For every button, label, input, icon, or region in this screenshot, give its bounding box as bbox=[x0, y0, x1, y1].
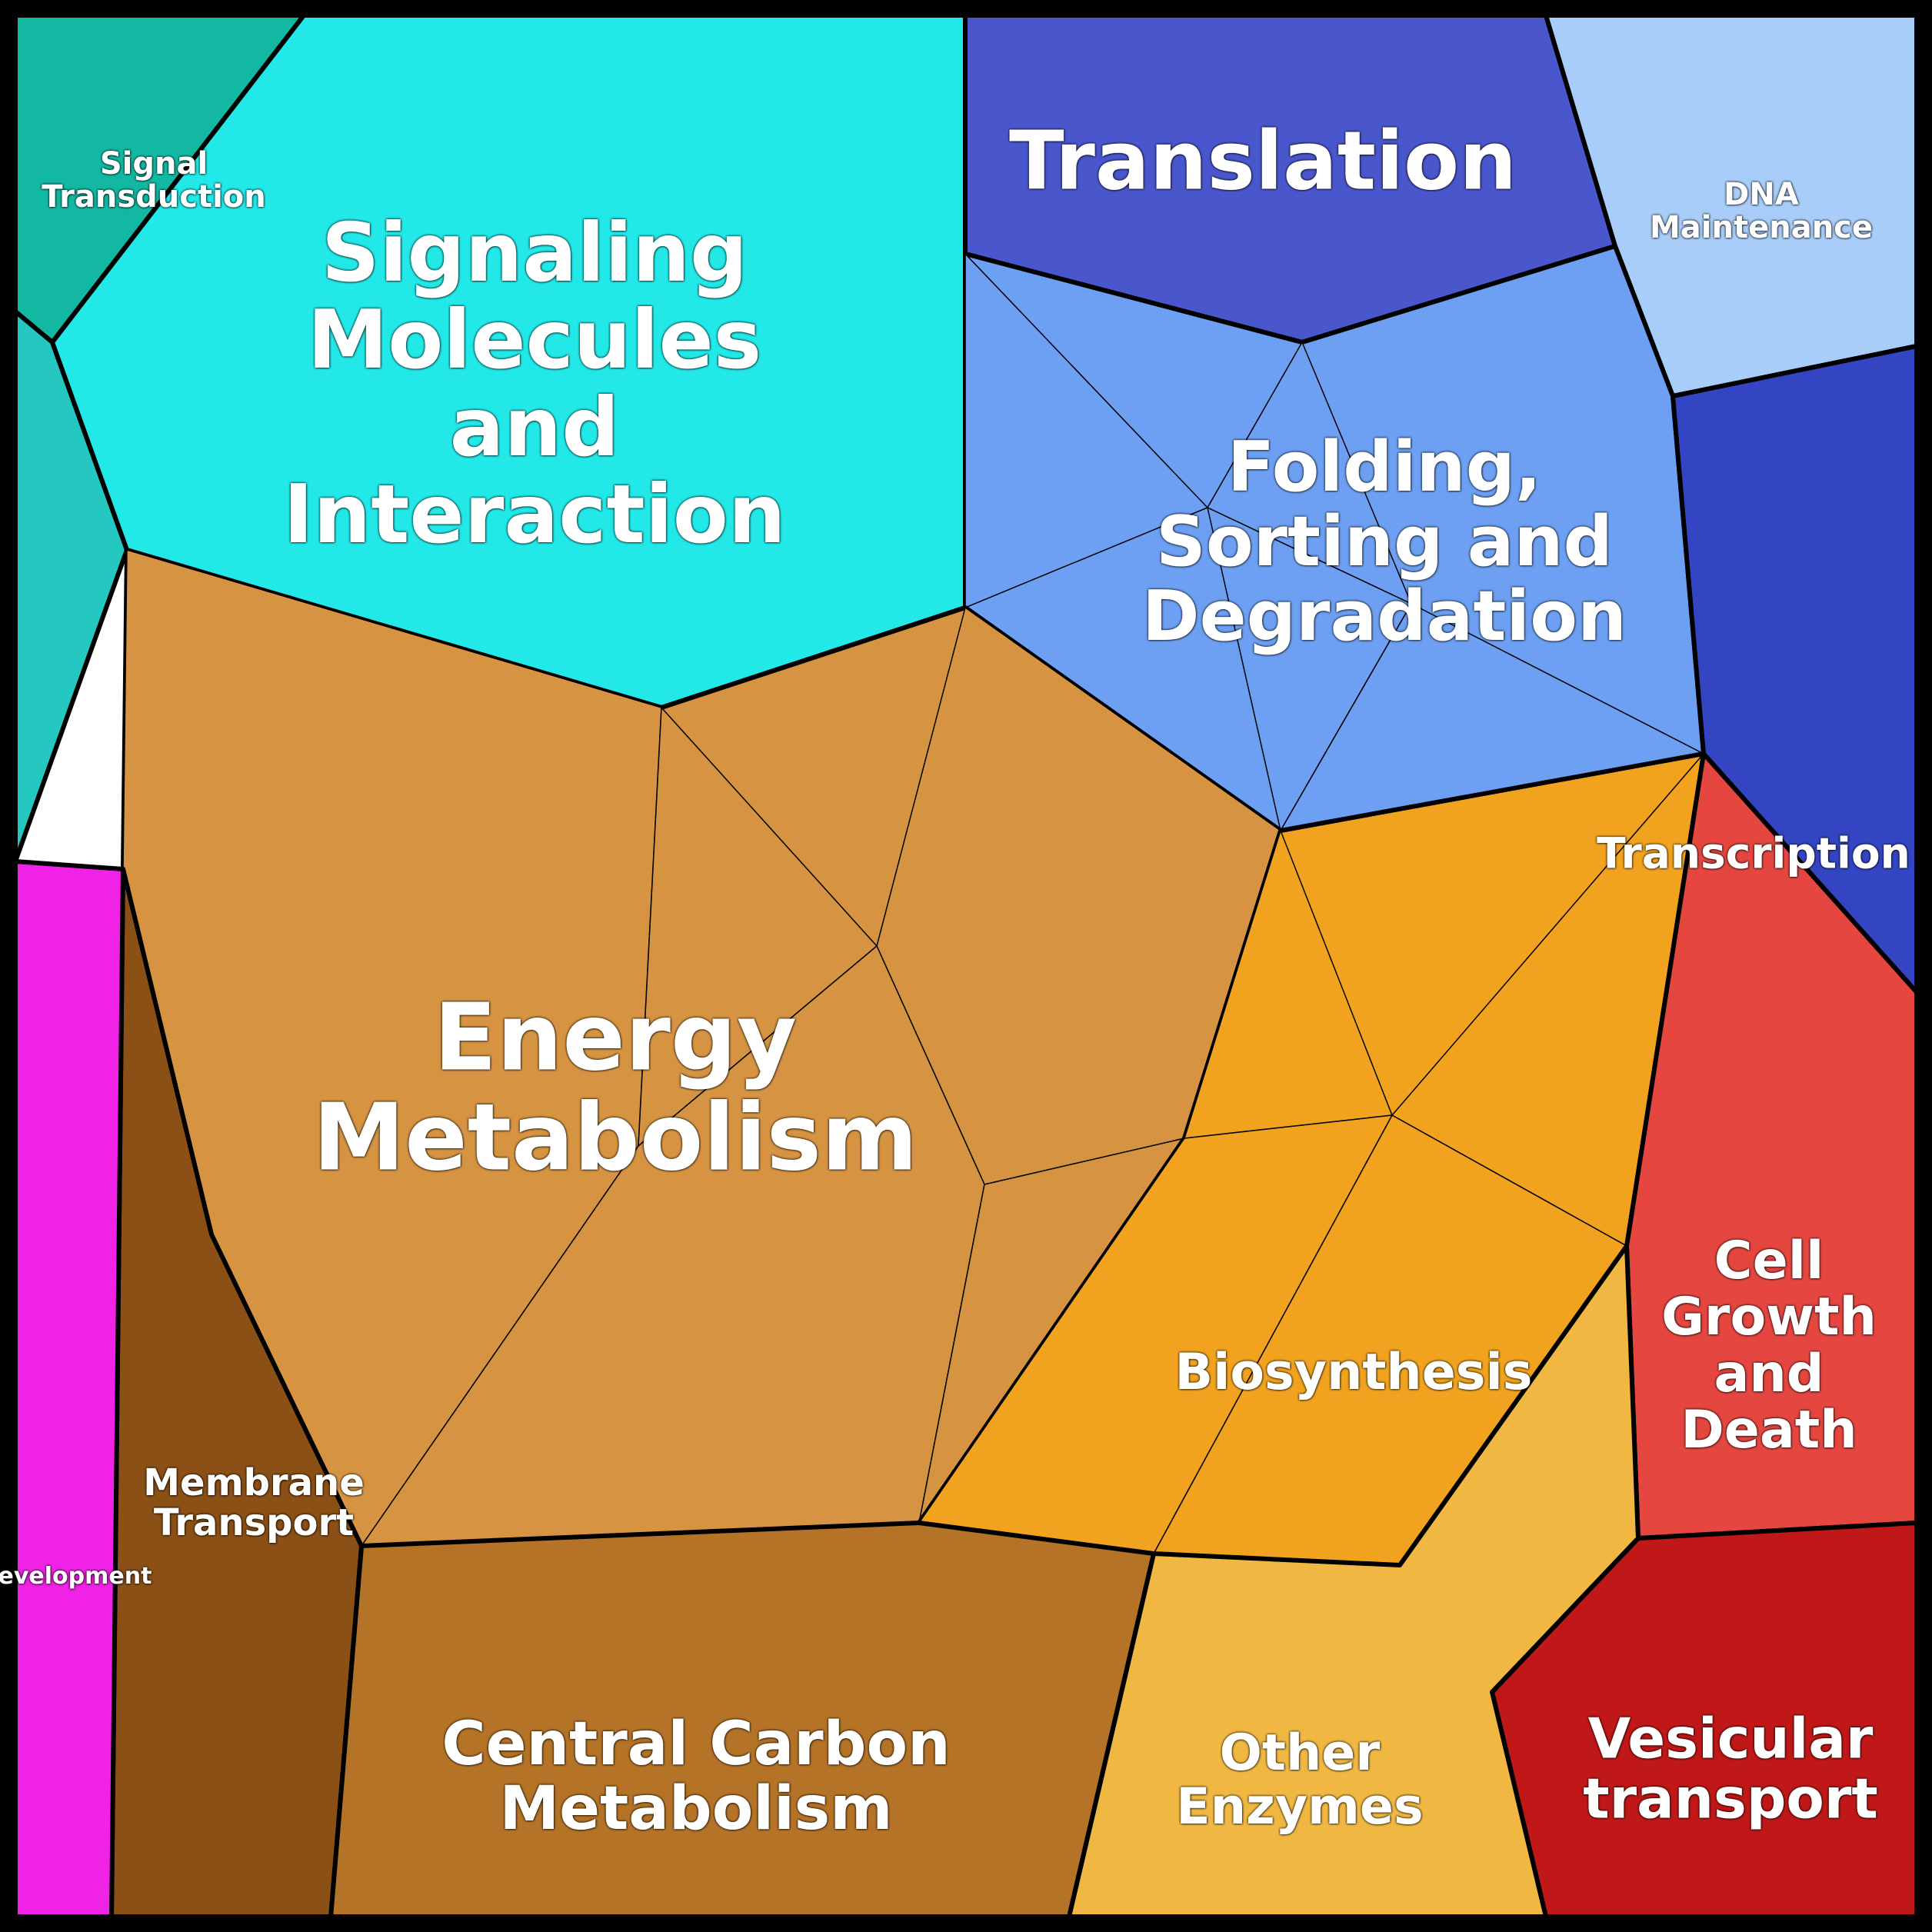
label-biosynthesis: Biosynthesis bbox=[1175, 1346, 1533, 1400]
label-development: Development bbox=[0, 1564, 152, 1589]
label-dna_maintenance: DNA Maintenance bbox=[1650, 178, 1873, 245]
label-transcription: Transcription bbox=[1597, 831, 1910, 876]
label-other_enzymes: Other Enzymes bbox=[1176, 1727, 1423, 1834]
label-signaling_molecules: Signaling Molecules and Interaction bbox=[283, 210, 785, 559]
label-translation: Translation bbox=[1009, 118, 1517, 205]
cell-development bbox=[15, 861, 123, 1917]
label-energy_metabolism: Energy Metabolism bbox=[313, 988, 918, 1188]
label-membrane_transport: Membrane Transport bbox=[143, 1464, 364, 1544]
label-cell_growth: Cell Growth and Death bbox=[1661, 1233, 1877, 1459]
label-folding: Folding, Sorting and Degradation bbox=[1142, 430, 1627, 655]
label-signal_transduction: Signal Transduction bbox=[42, 148, 266, 214]
voronoi-treemap: Signal Transduction Signaling Molecules a… bbox=[0, 0, 1932, 1932]
label-central_carbon: Central Carbon Metabolism bbox=[441, 1712, 950, 1841]
label-vesicular: Vesicular transport bbox=[1583, 1709, 1878, 1829]
